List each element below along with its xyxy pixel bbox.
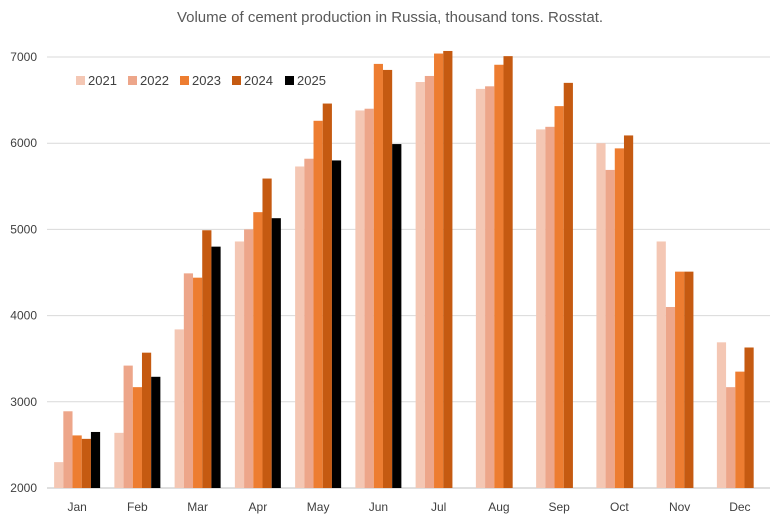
x-tick-label: Sep [548,500,570,514]
y-tick-label: 7000 [10,50,37,64]
x-tick-label: Dec [729,500,750,514]
bar-mar-2022 [183,273,194,488]
bar-may-2021 [295,166,305,488]
legend-label-2021: 2021 [88,73,117,88]
bar-jun-2023 [373,63,383,489]
bar-feb-2021 [114,432,124,488]
chart-title: Volume of cement production in Russia, t… [177,9,603,26]
bar-jul-2024 [443,50,453,488]
x-axis-ticks: Jan Feb Mar Apr May Jun Jul Aug Sep Oct Nov Dec [67,500,750,514]
bar-jun-2022 [364,108,374,488]
legend-label-2025: 2025 [297,73,326,88]
bar-dec-2021 [716,342,727,488]
bar-jul-2022 [424,75,435,489]
bar-feb-2025 [151,376,161,488]
bar-aug-2024 [503,56,513,488]
bar-aug-2023 [494,64,504,489]
y-tick-label: 5000 [10,222,37,236]
x-tick-label: Jan [67,500,86,514]
bar-may-2022 [304,158,314,488]
bar-apr-2024 [262,178,272,489]
bar-jan-2025 [90,431,101,488]
bar-jan-2024 [81,438,91,488]
bar-apr-2023 [253,212,263,488]
bar-jan-2023 [72,435,82,488]
bar-jun-2025 [392,144,402,488]
bar-sep-2021 [536,129,546,488]
bar-feb-2022 [123,365,133,488]
bar-sep-2023 [554,106,564,488]
y-tick-label: 2000 [10,481,37,495]
x-tick-label: Oct [610,500,629,514]
bar-may-2024 [322,103,332,488]
y-tick-label: 6000 [10,136,37,150]
legend-swatch-2024 [232,76,241,85]
bar-oct-2024 [623,135,634,488]
bar-feb-2024 [141,352,152,488]
bar-feb-2023 [132,387,142,488]
y-tick-label: 4000 [10,309,37,323]
bar-jan-2022 [63,411,73,488]
bars [54,50,754,489]
bar-nov-2021 [656,241,666,488]
bar-apr-2021 [234,241,245,488]
bar-sep-2024 [563,82,573,489]
x-tick-label: Feb [127,500,148,514]
bar-nov-2024 [684,271,694,488]
legend-swatch-2022 [128,76,137,85]
bar-apr-2022 [244,229,254,488]
legend-swatch-2023 [180,76,189,85]
bar-nov-2023 [675,271,685,488]
bar-jun-2021 [355,110,365,488]
x-tick-label: Apr [249,500,268,514]
legend-label-2024: 2024 [244,73,273,88]
bar-mar-2024 [202,230,212,488]
bar-jul-2021 [415,81,425,489]
bar-oct-2022 [605,169,615,488]
bar-sep-2022 [545,126,555,489]
bar-mar-2025 [211,246,221,488]
bar-jan-2021 [54,462,64,488]
bar-may-2023 [313,120,323,489]
gridlines [47,56,770,489]
bar-jun-2024 [382,69,393,489]
bar-dec-2023 [735,371,745,488]
legend-swatch-2021 [76,76,85,85]
x-tick-label: Jul [431,500,446,514]
bar-aug-2022 [485,86,495,489]
bar-nov-2022 [665,306,676,488]
bar-dec-2024 [744,347,754,488]
legend-swatch-2025 [285,76,294,85]
y-axis-ticks: 2000 3000 4000 5000 6000 7000 [10,50,37,495]
x-tick-label: Aug [488,500,509,514]
bar-may-2025 [331,160,342,488]
bar-mar-2021 [174,329,184,488]
bar-dec-2022 [726,387,736,488]
x-tick-label: Mar [187,500,208,514]
bar-jul-2023 [434,53,444,488]
legend: 2021 2022 2023 2024 2025 [76,73,326,88]
legend-label-2023: 2023 [192,73,221,88]
x-tick-label: Nov [669,500,690,514]
y-tick-label: 3000 [10,395,37,409]
bar-mar-2023 [193,277,203,488]
bar-oct-2023 [614,148,624,488]
legend-label-2022: 2022 [140,73,169,88]
bar-aug-2021 [475,88,486,489]
x-tick-label: May [307,500,330,514]
x-tick-label: Jun [369,500,388,514]
bar-apr-2025 [271,218,281,488]
bar-oct-2021 [596,143,606,488]
